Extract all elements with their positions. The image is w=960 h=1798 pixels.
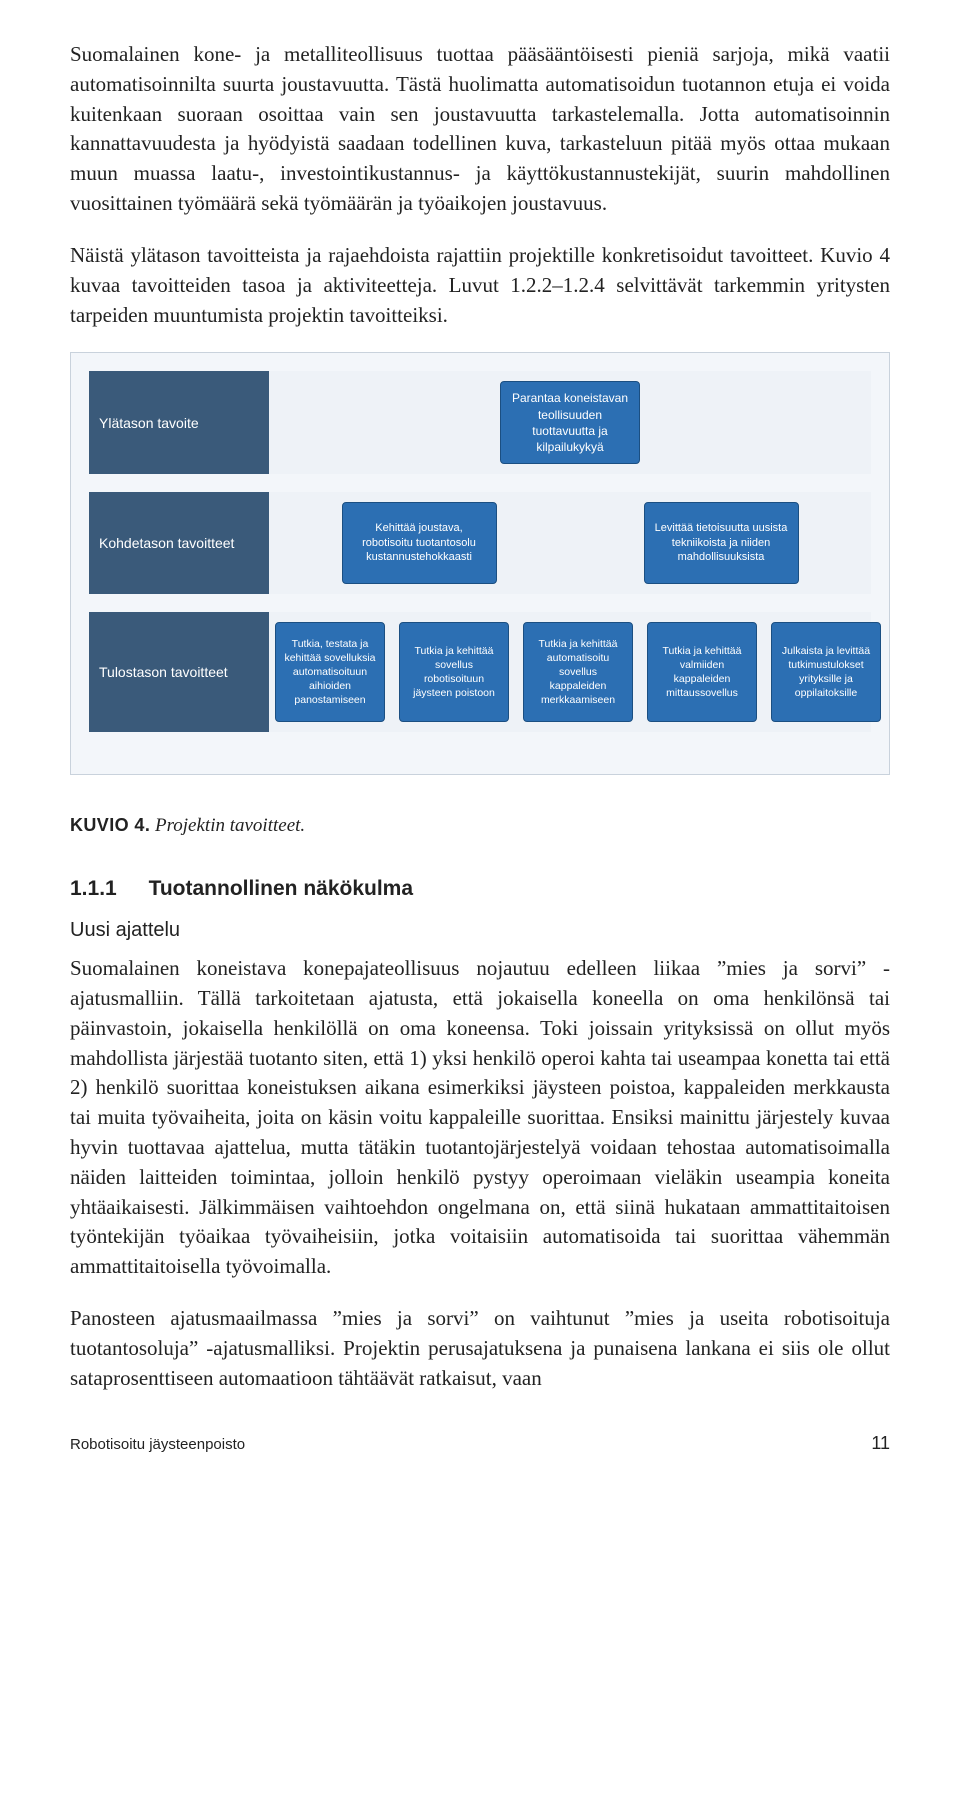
paragraph-2: Näistä ylätason tavoitteista ja rajaehdo… bbox=[70, 241, 890, 330]
node-low-4: Tutkia ja kehittää valmiiden kappaleiden… bbox=[647, 622, 757, 722]
node-mid-2: Levittää tietoisuutta uusista tekniikois… bbox=[644, 502, 799, 584]
subheading: Uusi ajattelu bbox=[70, 919, 890, 942]
figure-caption: KUVIO 4. Projektin tavoitteet. bbox=[70, 815, 890, 837]
paragraph-1: Suomalainen kone- ja metalliteollisuus t… bbox=[70, 40, 890, 219]
low-nodes: Tutkia, testata ja kehittää sovelluksia … bbox=[269, 612, 887, 732]
node-mid-1: Kehittää joustava, robotisoitu tuotantos… bbox=[342, 502, 497, 584]
section-heading: 1.1.1 Tuotannollinen näkökulma bbox=[70, 877, 890, 901]
node-top-1: Parantaa koneistavan teollisuuden tuotta… bbox=[500, 381, 640, 464]
diagram-row-low: Tulostason tavoitteet Tutkia, testata ja… bbox=[89, 612, 871, 732]
paragraph-3: Suomalainen koneistava konepajateollisuu… bbox=[70, 954, 890, 1282]
figure-title: Projektin tavoitteet. bbox=[155, 815, 305, 836]
page-number: 11 bbox=[871, 1433, 890, 1454]
mid-nodes: Kehittää joustava, robotisoitu tuotantos… bbox=[269, 492, 871, 594]
goal-hierarchy-diagram: Ylätason tavoite Parantaa koneistavan te… bbox=[70, 352, 890, 775]
node-low-2: Tutkia ja kehittää sovellus robotisoituu… bbox=[399, 622, 509, 722]
row-label-low: Tulostason tavoitteet bbox=[89, 646, 269, 698]
node-low-5: Julkaista ja levittää tutkimustulokset y… bbox=[771, 622, 881, 722]
page: Suomalainen kone- ja metalliteollisuus t… bbox=[0, 0, 960, 1484]
figure-label: KUVIO 4. bbox=[70, 815, 150, 835]
node-low-3: Tutkia ja kehittää automatisoitu sovellu… bbox=[523, 622, 633, 722]
row-label-mid: Kohdetason tavoitteet bbox=[89, 517, 269, 569]
row-label-top: Ylätason tavoite bbox=[89, 397, 269, 449]
footer-left: Robotisoitu jäysteenpoisto bbox=[70, 1436, 245, 1453]
page-footer: Robotisoitu jäysteenpoisto 11 bbox=[70, 1433, 890, 1454]
diagram-row-top: Ylätason tavoite Parantaa koneistavan te… bbox=[89, 371, 871, 474]
paragraph-4: Panosteen ajatusmaailmassa ”mies ja sorv… bbox=[70, 1304, 890, 1393]
diagram-row-mid: Kohdetason tavoitteet Kehittää joustava,… bbox=[89, 492, 871, 594]
top-nodes: Parantaa koneistavan teollisuuden tuotta… bbox=[269, 371, 871, 474]
section-number: 1.1.1 bbox=[70, 877, 117, 901]
node-low-1: Tutkia, testata ja kehittää sovelluksia … bbox=[275, 622, 385, 722]
section-title: Tuotannollinen näkökulma bbox=[149, 877, 413, 900]
